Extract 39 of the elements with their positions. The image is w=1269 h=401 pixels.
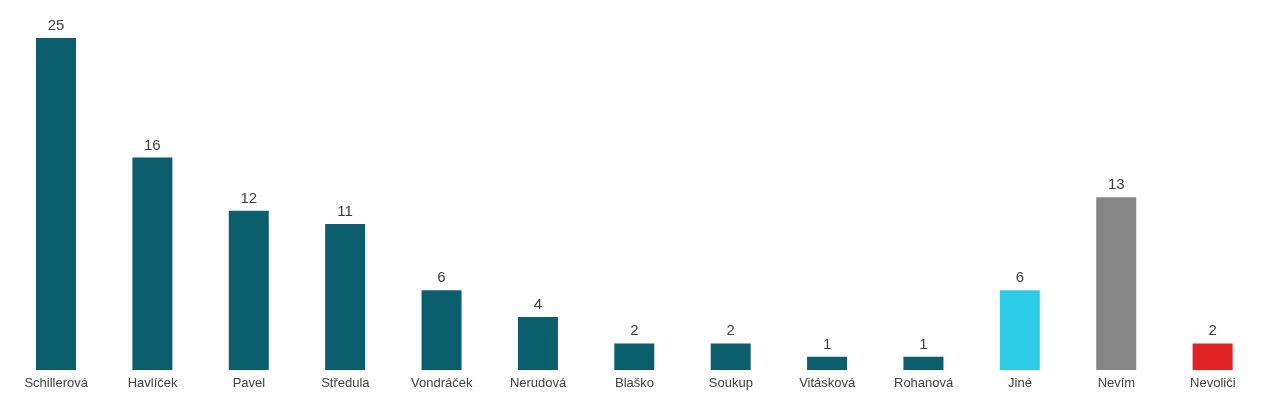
bar xyxy=(421,290,462,370)
bar xyxy=(903,356,944,370)
data-label: 16 xyxy=(144,135,161,153)
data-label: 1 xyxy=(919,334,928,352)
x-tick-label: Nevím xyxy=(1097,375,1136,391)
data-label: 25 xyxy=(47,16,65,33)
bar xyxy=(1192,343,1233,370)
x-tick-label: Blaško xyxy=(614,375,655,391)
bar xyxy=(36,38,76,370)
x-tick-label: Vondráček xyxy=(411,375,473,391)
x-tick-label: Jiné xyxy=(1008,375,1032,391)
bar xyxy=(1096,197,1137,370)
data-label: 4 xyxy=(533,294,543,312)
data-label: 2 xyxy=(630,321,639,339)
x-tick-label: Středula xyxy=(321,375,371,391)
bar xyxy=(614,343,655,370)
data-label: 6 xyxy=(1015,268,1025,286)
x-tick-label: Soukup xyxy=(708,375,753,391)
data-label: 13 xyxy=(1107,175,1125,193)
bar xyxy=(325,223,366,370)
bar xyxy=(999,290,1040,370)
bar xyxy=(228,210,269,370)
data-label: 1 xyxy=(822,334,832,352)
x-tick-label: Rohanová xyxy=(894,375,955,391)
x-tick-label: Nevoliči xyxy=(1190,375,1236,391)
bar xyxy=(517,316,558,370)
bar xyxy=(710,343,751,370)
data-label: 2 xyxy=(1208,321,1217,339)
data-label: 12 xyxy=(240,188,258,206)
data-label: 11 xyxy=(337,201,353,219)
data-label: 2 xyxy=(726,321,735,339)
x-tick-label: Nerudová xyxy=(509,375,568,391)
data-label: 6 xyxy=(437,268,446,286)
x-tick-label: Schillerová xyxy=(24,375,89,391)
x-tick-label: Vitásková xyxy=(799,375,857,391)
x-tick-label: Havlíček xyxy=(127,375,178,391)
x-tick-label: Pavel xyxy=(232,375,266,391)
bar xyxy=(132,157,173,370)
bar xyxy=(807,356,848,370)
